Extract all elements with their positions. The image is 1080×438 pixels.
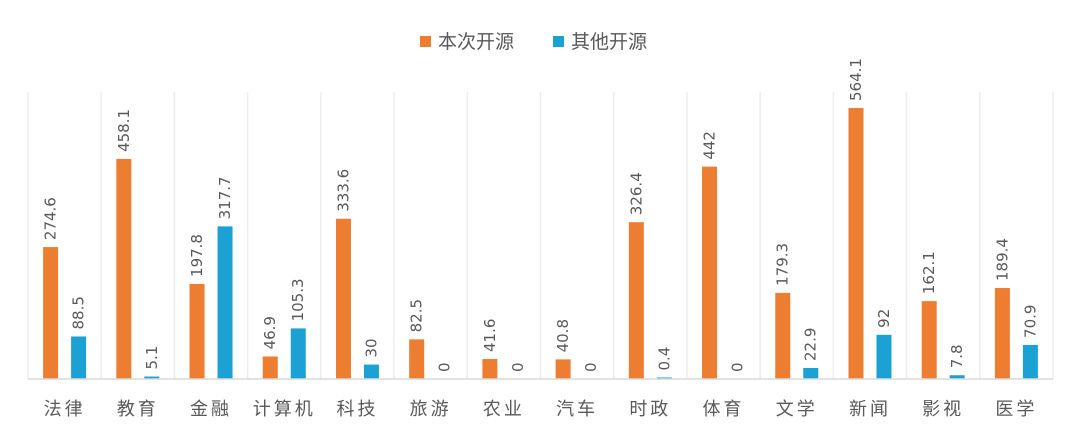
x-tick-label: 教育 (117, 399, 159, 420)
data-label: 92 (875, 309, 893, 328)
bar-series1 (482, 359, 498, 379)
data-label: 7.8 (948, 344, 966, 368)
x-tick-label: 农业 (483, 399, 525, 420)
bar-series2 (949, 375, 965, 379)
bar-series2 (363, 364, 379, 379)
legend-swatch (553, 36, 564, 47)
x-axis-tick-labels: 法律 教育 金融 计算机 科技 旅游 农业 汽车 时政 体育 文学 新闻 影视 医学 (44, 399, 1037, 420)
x-tick-label: 体育 (703, 399, 745, 420)
legend-label: 其他开源 (571, 31, 647, 53)
bar-series1 (555, 359, 571, 379)
data-label: 40.8 (554, 319, 572, 352)
bar-series1 (409, 339, 425, 379)
data-label: 82.5 (408, 299, 426, 332)
bar-series1 (262, 356, 278, 379)
bar-series2 (876, 334, 892, 379)
data-label: 22.9 (802, 328, 820, 361)
bar-series2 (71, 336, 87, 379)
x-tick-label: 法律 (44, 399, 86, 420)
data-label: 564.1 (847, 58, 865, 101)
data-label: 326.4 (627, 172, 645, 215)
bar-series2 (803, 367, 819, 379)
data-label: 5.1 (143, 346, 161, 370)
data-label: 46.9 (261, 316, 279, 349)
data-label: 442 (701, 131, 719, 160)
bar-series2 (144, 376, 160, 379)
x-tick-label: 文学 (776, 399, 818, 420)
data-label: 0 (582, 362, 600, 372)
bar-series1 (189, 283, 205, 379)
legend-swatch (420, 36, 431, 47)
bar-series2 (217, 226, 233, 379)
category-separators (27, 92, 1054, 379)
data-label: 317.7 (216, 176, 234, 219)
x-tick-label: 旅游 (410, 399, 452, 420)
x-tick-label: 时政 (629, 399, 671, 420)
data-label: 458.1 (115, 109, 133, 152)
bar-series1 (628, 222, 644, 379)
bar-series1 (775, 292, 791, 379)
legend-label: 本次开源 (438, 31, 514, 53)
bar-series2 (1022, 344, 1038, 379)
data-label: 162.1 (920, 251, 938, 294)
bar-series1 (116, 158, 132, 379)
bar-series1 (848, 108, 864, 379)
data-label: 70.9 (1021, 305, 1039, 338)
data-label: 0.4 (655, 347, 673, 371)
data-label: 333.6 (334, 169, 352, 212)
x-tick-label: 科技 (336, 399, 378, 420)
data-label: 0 (509, 362, 527, 372)
bar-series1 (335, 218, 351, 379)
legend: 本次开源 其他开源 (420, 31, 647, 53)
data-label: 0 (436, 362, 454, 372)
bar-series1 (43, 247, 59, 379)
value-labels-layer: 274.6 88.5 458.1 5.1 197.8 317.7 46.9 105.3 333.… (42, 58, 1040, 372)
x-tick-label: 医学 (995, 399, 1037, 420)
data-label: 41.6 (481, 319, 499, 352)
x-tick-label: 金融 (190, 399, 232, 420)
data-label: 88.5 (70, 296, 88, 329)
data-label: 197.8 (188, 234, 206, 277)
x-tick-label: 新闻 (849, 399, 891, 420)
data-label: 0 (729, 362, 747, 372)
data-label: 179.3 (774, 243, 792, 286)
bar-series2 (290, 328, 306, 379)
x-tick-label: 计算机 (253, 399, 316, 420)
bar-series1 (702, 166, 718, 379)
data-label: 274.6 (42, 197, 60, 240)
data-label: 30 (362, 338, 380, 357)
bars-layer (43, 108, 1038, 379)
x-tick-label: 汽车 (556, 399, 598, 420)
bar-series1 (994, 288, 1010, 379)
data-label: 189.4 (993, 238, 1011, 281)
bar-series1 (921, 301, 937, 379)
data-label: 105.3 (289, 278, 307, 321)
x-tick-label: 影视 (922, 399, 964, 420)
